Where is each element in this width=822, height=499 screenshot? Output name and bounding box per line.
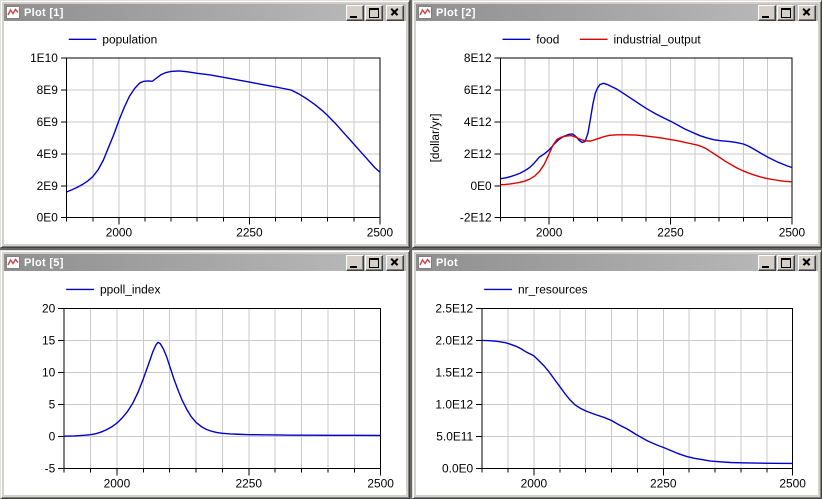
svg-text:2.0E12: 2.0E12 — [435, 333, 473, 347]
close-button[interactable] — [386, 254, 404, 271]
plot-window-5: Plot [5] 2000 2250 2500 -5 0 5 10 15 20 ppoll_ind… — [0, 250, 410, 499]
titlebar[interactable]: Plot [2] — [416, 4, 818, 21]
titlebar[interactable]: Plot [5] — [4, 254, 406, 271]
svg-text:2250: 2250 — [236, 226, 263, 240]
close-button[interactable] — [798, 4, 816, 21]
svg-text:2250: 2250 — [650, 476, 677, 490]
chart-canvas-nr-resources[interactable]: 2000 2250 2500 0.0E0 5.0E11 1.0E12 1.5E12 2.0E1… — [416, 271, 818, 495]
svg-text:2000: 2000 — [106, 226, 133, 240]
svg-text:1.5E12: 1.5E12 — [435, 365, 473, 379]
plot-window-1: Plot [1] 2000 2250 2500 0E0 2E9 4E9 6E9 8E9 1E10… — [0, 0, 410, 248]
plot-window-icon — [6, 256, 20, 269]
maximize-icon — [369, 7, 379, 18]
minimize-button[interactable] — [758, 254, 776, 271]
svg-text:20: 20 — [42, 301, 56, 315]
svg-text:8E9: 8E9 — [37, 83, 59, 97]
svg-text:1E10: 1E10 — [30, 51, 58, 65]
svg-text:2500: 2500 — [367, 476, 394, 490]
minimize-button[interactable] — [346, 254, 364, 271]
svg-text:2500: 2500 — [367, 226, 394, 240]
svg-text:4E9: 4E9 — [37, 147, 59, 161]
chart-canvas-population[interactable]: 2000 2250 2500 0E0 2E9 4E9 6E9 8E9 1E10 populatio… — [4, 21, 406, 244]
titlebar[interactable]: Plot — [416, 254, 818, 271]
svg-text:2500: 2500 — [779, 476, 806, 490]
svg-text:2E12: 2E12 — [464, 147, 492, 161]
svg-text:8E12: 8E12 — [464, 51, 492, 65]
svg-text:-5: -5 — [45, 462, 56, 476]
svg-text:5: 5 — [49, 397, 56, 411]
svg-text:1.0E12: 1.0E12 — [435, 397, 473, 411]
svg-text:population: population — [102, 32, 157, 46]
svg-text:2E9: 2E9 — [37, 179, 59, 193]
svg-text:2.5E12: 2.5E12 — [435, 301, 473, 315]
maximize-button[interactable] — [777, 254, 795, 271]
svg-text:food: food — [536, 32, 559, 46]
chart-canvas-ppoll-index[interactable]: 2000 2250 2500 -5 0 5 10 15 20 ppoll_index — [4, 271, 406, 495]
svg-text:0: 0 — [49, 430, 56, 444]
window-controls — [758, 254, 816, 271]
chart-area: 2000 2250 2500 0.0E0 5.0E11 1.0E12 1.5E12 2.0E1… — [416, 271, 818, 495]
svg-text:2000: 2000 — [104, 476, 131, 490]
svg-text:0.0E0: 0.0E0 — [442, 462, 474, 476]
svg-text:0E0: 0E0 — [37, 211, 59, 225]
plot-window-icon — [6, 6, 20, 19]
maximize-icon — [781, 7, 791, 18]
svg-text:ppoll_index: ppoll_index — [100, 282, 160, 296]
minimize-button[interactable] — [346, 4, 364, 21]
svg-text:[dollar/yr]: [dollar/yr] — [428, 114, 442, 163]
close-button[interactable] — [386, 4, 404, 21]
svg-text:2250: 2250 — [236, 476, 263, 490]
titlebar[interactable]: Plot [1] — [4, 4, 406, 21]
maximize-button[interactable] — [365, 254, 383, 271]
svg-text:6E12: 6E12 — [464, 83, 492, 97]
minimize-icon — [350, 265, 357, 268]
svg-text:2250: 2250 — [657, 226, 684, 240]
minimize-icon — [762, 15, 769, 18]
chart-canvas-food-industrial[interactable]: 2000 2250 2500 -2E12 0E0 2E12 4E12 6E12 8E12 [dol… — [416, 21, 818, 244]
chart-area: 2000 2250 2500 -2E12 0E0 2E12 4E12 6E12 8E12 [dol… — [416, 21, 818, 244]
maximize-button[interactable] — [365, 4, 383, 21]
minimize-icon — [762, 265, 769, 268]
maximize-icon — [369, 257, 379, 268]
svg-text:nr_resources: nr_resources — [518, 282, 588, 296]
window-controls — [758, 4, 816, 21]
svg-text:0E0: 0E0 — [470, 179, 492, 193]
window-title: Plot [5] — [24, 256, 64, 269]
svg-text:2000: 2000 — [521, 476, 548, 490]
window-controls — [346, 254, 404, 271]
plot-window-2: Plot [2] 2000 2250 2500 -2E12 0E0 2E12 4E12 6E1… — [412, 0, 822, 248]
chart-area: 2000 2250 2500 -5 0 5 10 15 20 ppoll_index — [4, 271, 406, 495]
maximize-icon — [781, 257, 791, 268]
window-controls — [346, 4, 404, 21]
svg-text:industrial_output: industrial_output — [614, 32, 702, 46]
svg-text:-2E12: -2E12 — [460, 211, 492, 225]
svg-text:5.0E11: 5.0E11 — [436, 430, 473, 444]
svg-text:2500: 2500 — [779, 226, 806, 240]
window-title: Plot — [436, 256, 458, 269]
window-title: Plot [2] — [436, 6, 476, 19]
plot-window-icon — [418, 6, 432, 19]
close-button[interactable] — [798, 254, 816, 271]
svg-text:2000: 2000 — [536, 226, 563, 240]
maximize-button[interactable] — [777, 4, 795, 21]
svg-text:10: 10 — [42, 365, 56, 379]
plot-window: Plot 2000 2250 2500 0.0E0 5.0E11 1.0E12 1.5E12… — [412, 250, 822, 499]
minimize-icon — [350, 15, 357, 18]
window-title: Plot [1] — [24, 6, 64, 19]
svg-text:4E12: 4E12 — [464, 115, 492, 129]
chart-area: 2000 2250 2500 0E0 2E9 4E9 6E9 8E9 1E10 populatio… — [4, 21, 406, 244]
svg-text:15: 15 — [42, 333, 56, 347]
minimize-button[interactable] — [758, 4, 776, 21]
plot-window-icon — [418, 256, 432, 269]
svg-text:6E9: 6E9 — [37, 115, 59, 129]
